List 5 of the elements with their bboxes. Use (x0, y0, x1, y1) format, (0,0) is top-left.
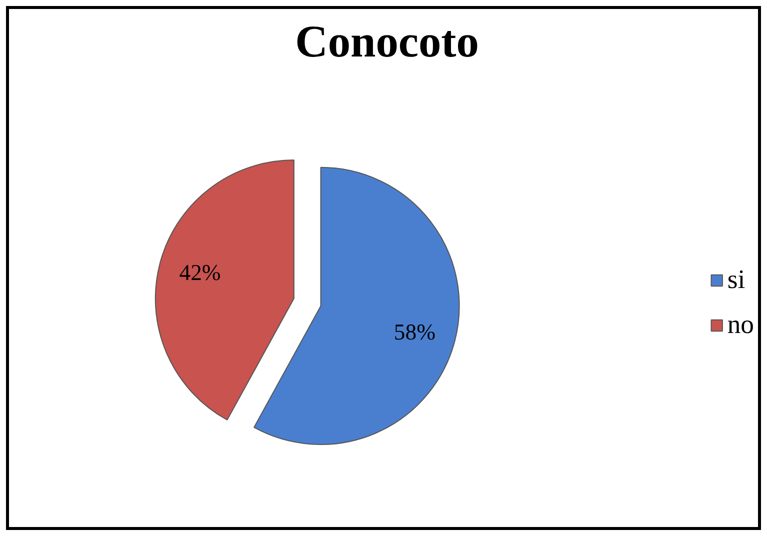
chart-title: Conocoto (295, 16, 479, 66)
data-label: 42% (179, 260, 221, 286)
data-label: 58% (394, 319, 436, 344)
legend-label: si (727, 264, 746, 295)
legend-label: no (727, 309, 754, 340)
